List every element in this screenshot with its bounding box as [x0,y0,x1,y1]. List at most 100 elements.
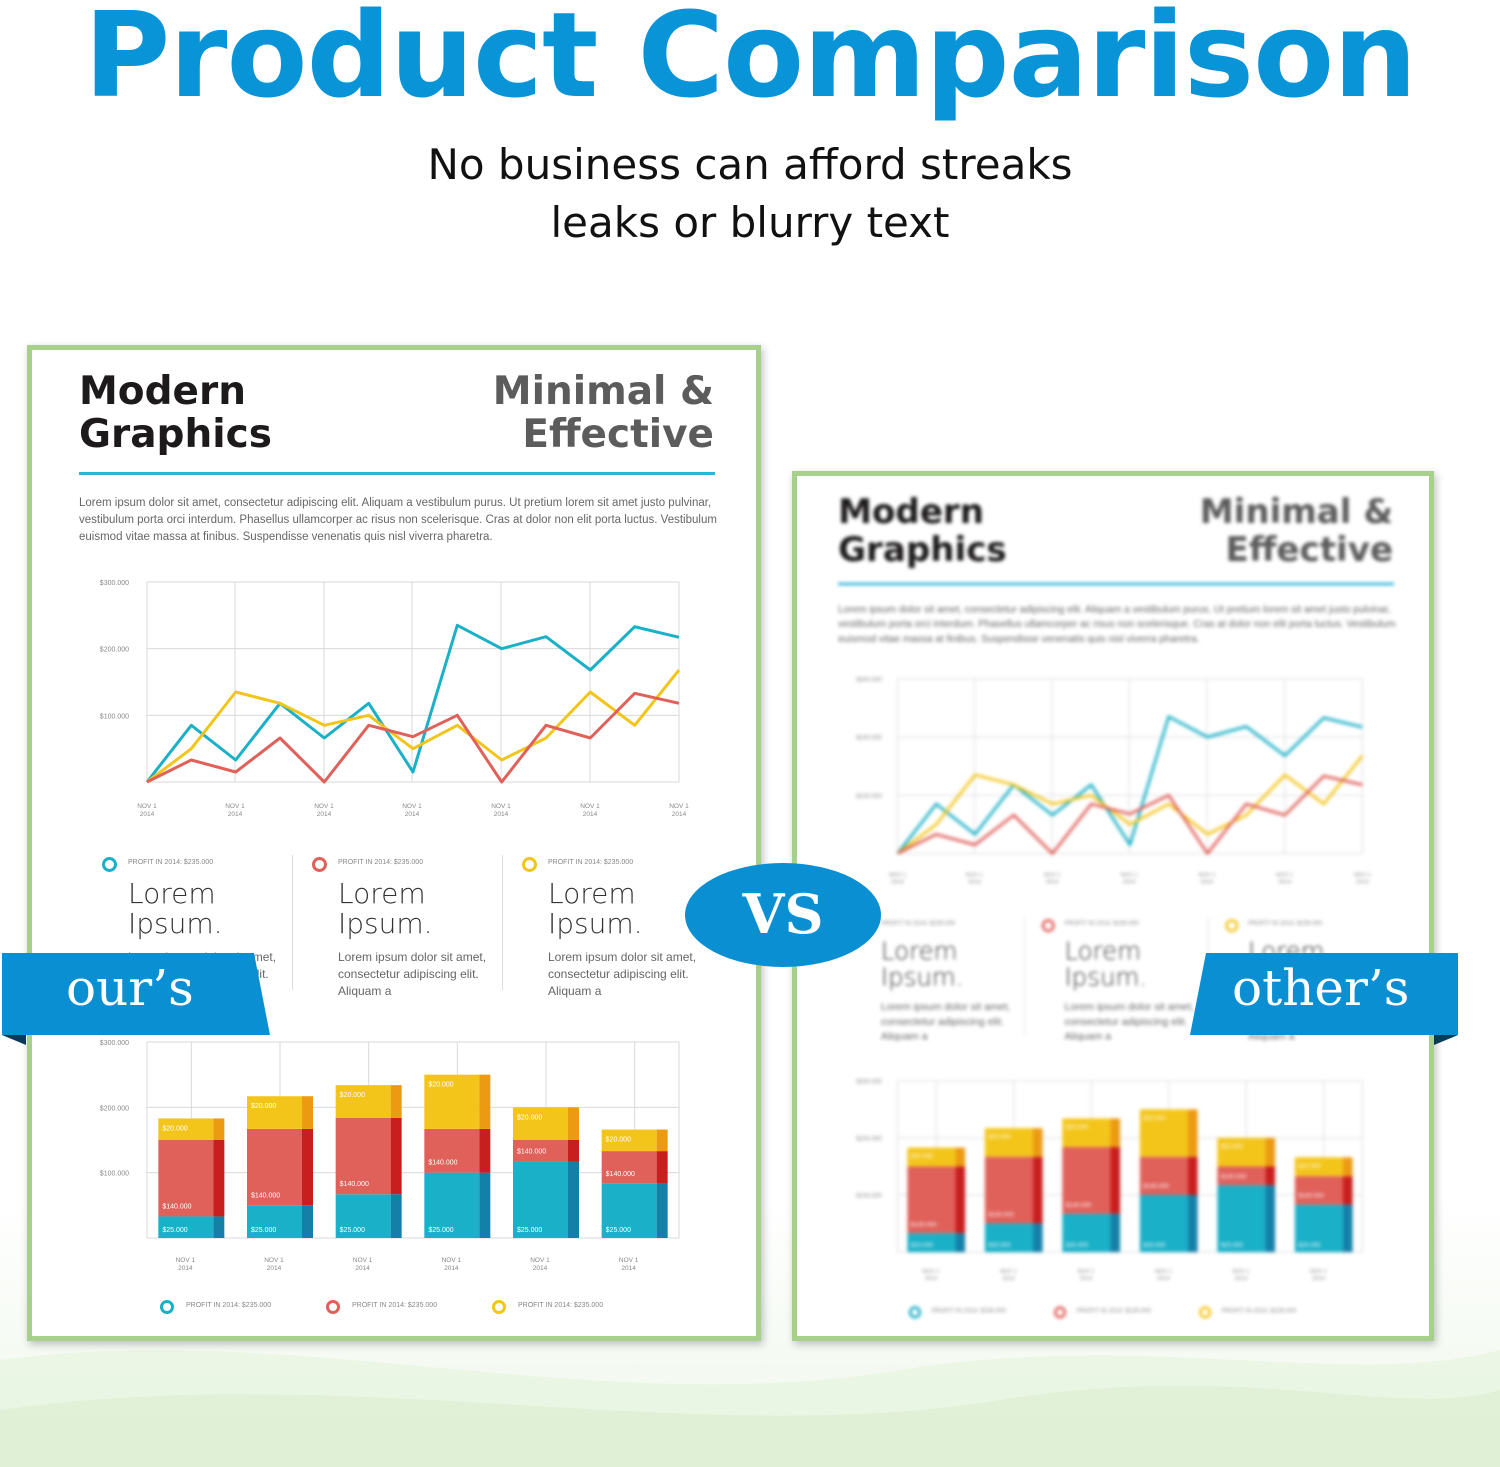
ours-bar-segment-side [479,1172,491,1238]
ours-stat-heading: Lorem Ipsum. [128,879,223,939]
ours-intro-paragraph: Lorem ipsum dolor sit amet, consectetur … [79,497,717,543]
ours-line-series-teal [145,623,680,783]
ours-bar-xtick: NOV 1 [619,1257,639,1264]
ours-stat-ring [312,857,327,872]
ours-bar-label: $140.000 [517,1149,546,1156]
others-bar-xtick-year: 2014 [1002,1276,1015,1282]
ours-bar-label: $25.000 [517,1227,542,1234]
ours-bar-ytick: $300.000 [100,1040,129,1047]
ours-bar-segment-side [656,1151,668,1184]
ours-bar-segment-red [424,1128,480,1173]
ours-bar-segment-teal [335,1194,391,1238]
others-line-xtick: NOV 1 [889,872,906,878]
others-line-xtick: NOV 1 [1276,872,1293,878]
others-heading-left-1: Modern [838,492,985,532]
others-bar-label: $140.000 [911,1221,937,1228]
others-bar-segment-side [1342,1157,1353,1177]
subtitle-line-1: No business can afford streaks [427,140,1073,189]
others-stat-heading-1: Lorem [1064,936,1142,966]
others-stat-caption: PROFIT IN 2014: $235.000 [1064,920,1139,927]
others-stat-text: Lorem ipsum dolor sit amet, consectetur … [1064,1000,1194,1043]
others-bar-chart: $300.000 $200.000 $100.000 $25.000 $140.000 $… [856,1078,1363,1282]
others-bar-segment-red [1062,1147,1111,1214]
ours-bar-segment-side [568,1107,579,1140]
ours-line-ytick: $200.000 [100,647,129,654]
others-bar-segment-red [1217,1166,1266,1186]
others-bar-segment-red [984,1156,1033,1224]
ours-bar-label: $20.000 [340,1092,365,1099]
ours-line-xtick: NOV 1 [491,803,511,810]
others-line-xtick-year: 2014 [1356,879,1369,885]
others-bar-label: $20.000 [1298,1163,1321,1170]
ours-bar-xtick: NOV 1 [176,1257,196,1264]
ours-divider [79,472,715,475]
ours-bar-label: $25.000 [340,1227,365,1234]
others-bar-xtick-year: 2014 [1235,1276,1248,1282]
others-legend-label: PROFIT IN 2014: $235.000 [931,1308,1006,1315]
others-line-xtick: NOV 1 [1044,872,1061,878]
ours-stat-heading-1: Lorem [338,877,426,910]
others-bar-label: $25.000 [1143,1242,1166,1249]
others-stat-text: Lorem ipsum dolor sit amet, consectetur … [880,1000,1011,1043]
ours-stat-caption: PROFIT IN 2014: $235.000 [338,859,424,866]
others-stat-ring [1225,919,1239,933]
banner-ours-label: our’s [66,959,194,1017]
others-content: Modern Graphics Minimal & Effective Lorem ip… [797,476,1429,1336]
ours-bar-xtick-year: 2014 [533,1265,548,1272]
others-line-xtick-year: 2014 [1123,879,1136,885]
ours-bar-label: $25.000 [428,1227,453,1234]
vs-label: VS [742,882,824,946]
others-bar-segment-yellow [1062,1118,1111,1148]
ours-bar-segment-side [568,1140,579,1162]
ours-bar-segment-red [158,1140,214,1217]
others-bar-segment-teal [1217,1185,1266,1253]
ours-bar-label: $20.000 [517,1114,542,1121]
others-bar-segment-yellow [984,1128,1033,1157]
others-bar-xtick: NOV 1 [1000,1269,1017,1275]
ours-heading-right-1: Minimal & [492,369,714,414]
ours-bar-segment-side [479,1074,491,1129]
others-bar-label: $25.000 [1066,1242,1089,1249]
ours-bar-segment-side [302,1205,313,1238]
others-bar-segment-side [1110,1147,1121,1214]
ours-stat-caption: PROFIT IN 2014: $235.000 [128,859,214,866]
ours-stat-heading: Lorem Ipsum. [338,879,433,939]
others-bar-xtick: NOV 1 [922,1269,939,1275]
others-bar-ytick: $300.000 [856,1078,882,1085]
ours-bar-xtick: NOV 1 [530,1257,550,1264]
others-bar-xtick-year: 2014 [1312,1276,1325,1282]
others-line-xtick: NOV 1 [1354,872,1371,878]
banner-others: other’s [1188,953,1460,1045]
ours-stat-heading-2: Ipsum. [338,907,433,940]
ours-heading-right-2: Effective [522,412,714,457]
ours-stat-ring [522,857,537,872]
ours-bar-chart: $300.000 $200.000 $100.000 $25.000 $140.000 $… [100,1040,680,1272]
ours-heading-left-1: Modern [79,369,246,414]
others-stat-heading-2: Ipsum. [1064,962,1148,992]
others-bar-xtick: NOV 1 [1310,1269,1327,1275]
others-stat-heading-1: Lorem [880,936,958,966]
others-bar-segment-side [1032,1223,1043,1253]
ours-bar-segment-yellow [247,1096,302,1129]
others-bar-segment-side [955,1233,966,1253]
others-line-series-teal [896,715,1363,855]
ours-legend-label: PROFIT IN 2014: $235.000 [186,1302,272,1309]
ours-stat-heading-1: Lorem [548,877,636,910]
others-bar-segment-side [1265,1137,1276,1167]
background-wave [0,1350,1500,1467]
ours-stat-heading: Lorem Ipsum. [548,879,643,939]
others-bar-segment-teal [1139,1195,1188,1253]
ours-bar-segment-teal [601,1183,657,1238]
others-bar-segment-yellow [1217,1137,1266,1167]
others-line-ytick: $100.000 [856,793,882,800]
ours-legend-ring [160,1300,174,1314]
others-line-ytick: $300.000 [856,676,882,683]
ours-bar-segment-red [513,1140,568,1162]
ours-legend-label: PROFIT IN 2014: $235.000 [518,1302,604,1309]
others-line-ytick: $200.000 [856,735,882,742]
others-bar-label: $20.000 [1066,1124,1089,1131]
ours-bar-label: $140.000 [428,1160,457,1167]
